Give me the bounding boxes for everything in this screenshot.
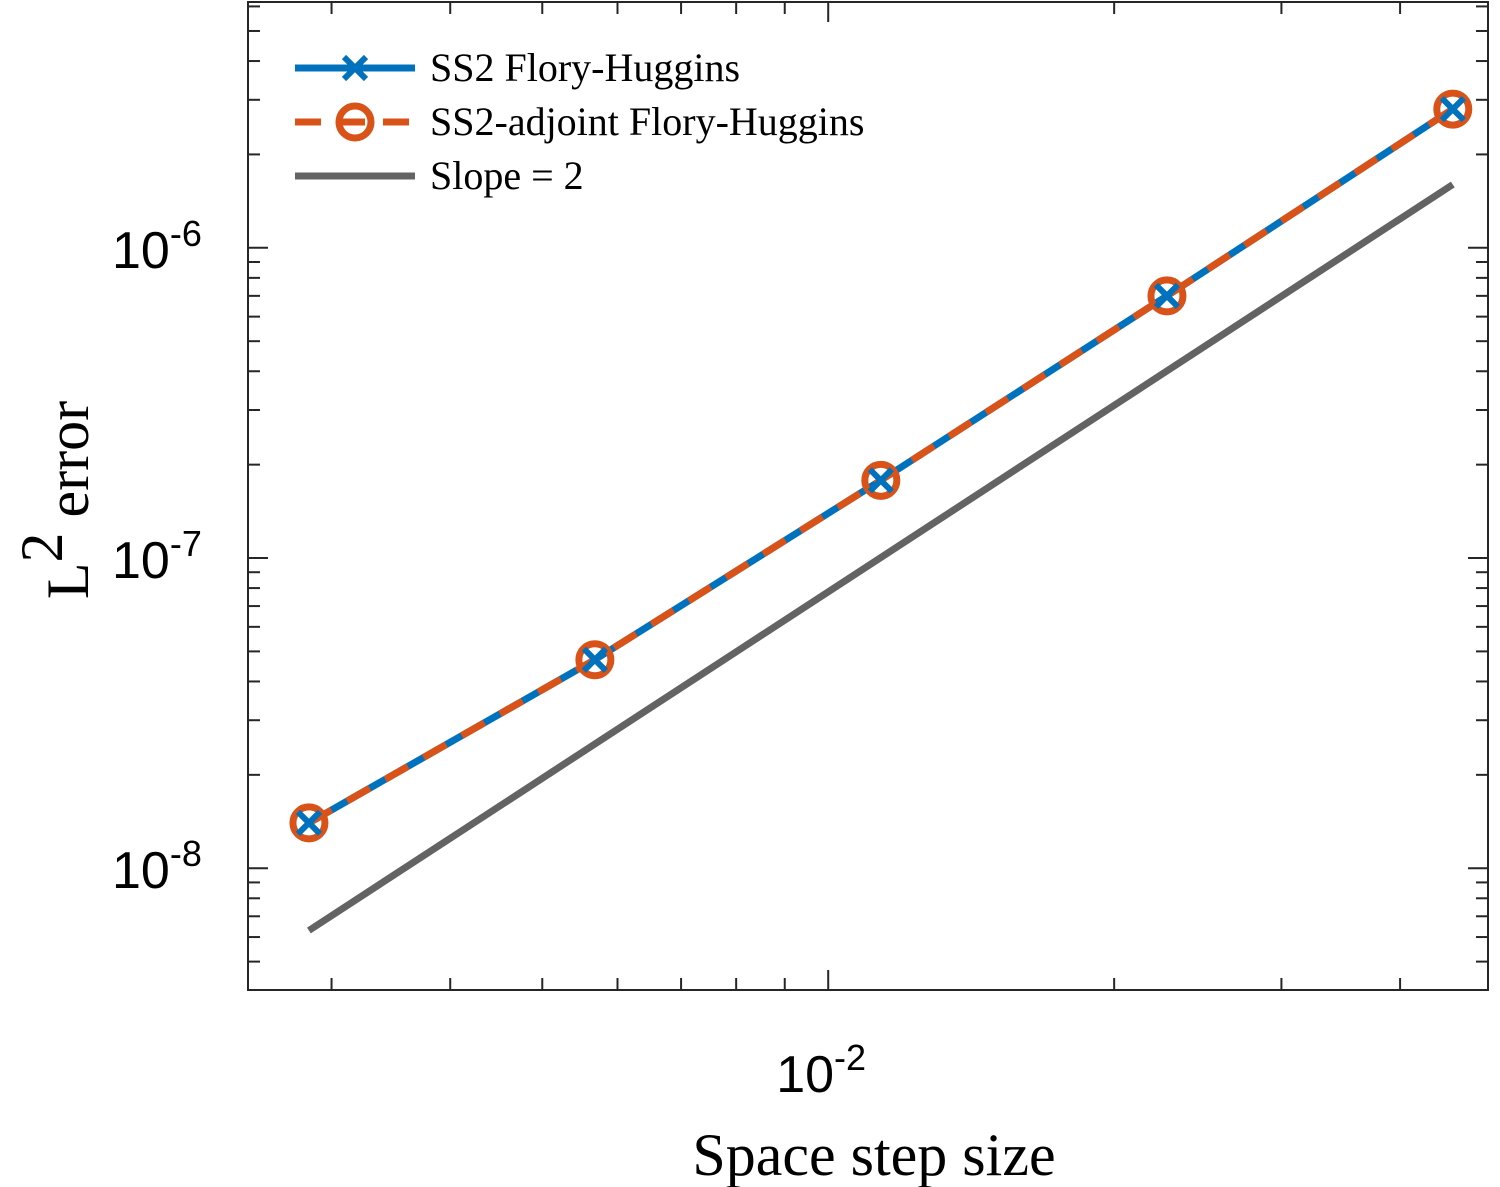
- y-tick-label: 10-8: [112, 833, 202, 900]
- axes-frame: [247, 1, 1489, 991]
- data-point-ss2: [581, 646, 608, 673]
- series-layer: [289, 89, 1473, 934]
- legend-marker: [335, 102, 375, 142]
- marker-x-stroke: [1439, 95, 1466, 123]
- data-point-ss2: [1153, 282, 1181, 309]
- y-axis-label: L2 error: [9, 401, 101, 599]
- x-tick-label: 10-2: [776, 1037, 866, 1104]
- x-tick-label-exponent: -2: [834, 1037, 866, 1078]
- data-point-ss2-adjoint: [289, 803, 329, 843]
- y-tick-label-exponent: -7: [170, 523, 202, 564]
- x-tick-label-base: 10: [776, 1046, 834, 1104]
- y-tick-label: 10-6: [112, 213, 202, 280]
- data-point-ss2: [1439, 95, 1466, 123]
- marker-x-stroke: [867, 467, 894, 494]
- data-point-ss2-adjoint: [575, 640, 615, 680]
- plot-area-border: [247, 1, 1489, 991]
- y-axis-label-base: L: [35, 562, 101, 599]
- marker-x-stroke: [1153, 282, 1181, 309]
- legend-item: Slope = 2: [295, 153, 584, 198]
- y-axis-label-sup: 2: [9, 532, 75, 562]
- y-tick-label-base: 10: [112, 532, 170, 590]
- y-tick-label-exponent: -6: [170, 213, 202, 254]
- legend-label: SS2 Flory-Huggins: [430, 45, 740, 90]
- y-axis-label-rest: error: [35, 401, 101, 533]
- legend-item: SS2 Flory-Huggins: [295, 45, 740, 90]
- data-point-ss2-adjoint: [1433, 89, 1473, 129]
- data-point-ss2-adjoint: [861, 460, 901, 500]
- marker-x-stroke: [341, 54, 369, 82]
- data-point-ss2: [867, 467, 894, 494]
- y-tick-label-base: 10: [112, 842, 170, 900]
- axis-ticks: 10-210-810-710-6: [112, 2, 1488, 1104]
- y-tick-label: 10-7: [112, 523, 202, 590]
- legend-item: SS2-adjoint Flory-Huggins: [295, 99, 864, 144]
- legend-label: SS2-adjoint Flory-Huggins: [430, 99, 864, 144]
- legend-marker: [341, 54, 369, 82]
- marker-x-stroke: [295, 809, 323, 837]
- y-tick-label-base: 10: [112, 222, 170, 280]
- series-line-slope-2: [306, 181, 1455, 934]
- legend-label: Slope = 2: [430, 153, 584, 198]
- legend: SS2 Flory-Huggins SS2-adjoint Flory-Huggi…: [295, 45, 864, 198]
- y-tick-label-exponent: -8: [170, 833, 202, 874]
- marker-x-stroke: [581, 646, 608, 673]
- x-axis-label: Space step size: [692, 1122, 1055, 1187]
- data-point-ss2: [295, 809, 323, 837]
- data-point-ss2-adjoint: [1147, 276, 1187, 316]
